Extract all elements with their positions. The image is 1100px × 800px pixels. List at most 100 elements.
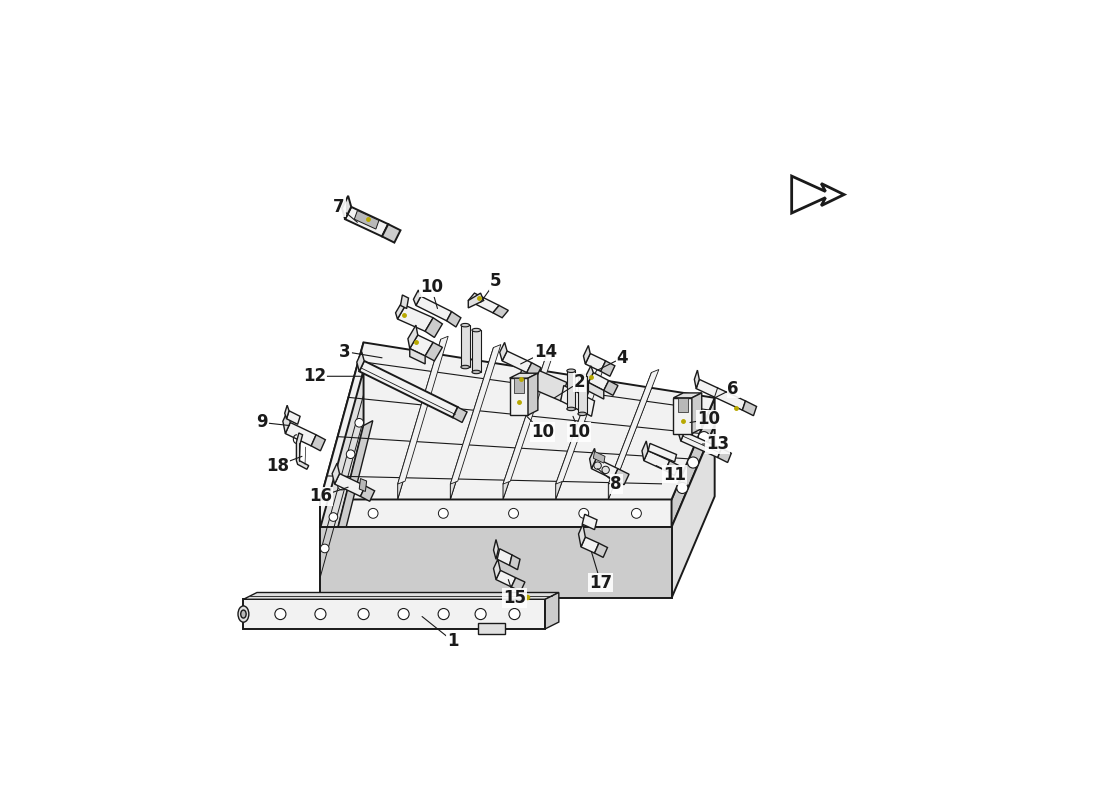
Text: 18: 18 [266,456,301,474]
Polygon shape [561,386,594,416]
Circle shape [475,609,486,619]
Polygon shape [493,306,508,318]
Polygon shape [400,295,408,309]
Polygon shape [416,296,452,321]
Bar [461,325,470,367]
Ellipse shape [578,412,586,415]
Polygon shape [398,336,448,484]
Polygon shape [678,398,688,412]
Text: 8: 8 [597,469,622,493]
Polygon shape [527,362,541,378]
Polygon shape [509,555,520,570]
Ellipse shape [461,323,470,327]
Circle shape [398,609,409,619]
Polygon shape [692,393,702,434]
Polygon shape [512,578,525,591]
Polygon shape [409,335,433,356]
Polygon shape [320,342,363,527]
Polygon shape [320,527,671,598]
Polygon shape [671,426,715,598]
Bar [566,370,575,409]
Polygon shape [342,196,351,219]
Polygon shape [581,537,598,553]
Polygon shape [496,570,516,587]
Polygon shape [425,342,442,361]
Ellipse shape [472,370,481,374]
Circle shape [320,544,329,553]
Polygon shape [514,378,524,393]
Ellipse shape [238,606,249,622]
Polygon shape [503,356,546,499]
Polygon shape [579,524,585,547]
Text: 6: 6 [715,379,739,398]
Text: 9: 9 [256,414,289,431]
Polygon shape [582,514,597,530]
Circle shape [355,418,363,427]
Polygon shape [679,424,684,441]
Polygon shape [546,593,559,629]
Polygon shape [286,410,300,424]
Circle shape [508,509,518,518]
Polygon shape [360,478,366,491]
Polygon shape [673,398,692,434]
Polygon shape [243,593,559,599]
Polygon shape [296,433,309,470]
Polygon shape [450,347,494,499]
Polygon shape [673,393,702,398]
Text: 16: 16 [309,487,348,506]
Text: 3: 3 [339,342,382,361]
Text: 7: 7 [333,198,358,222]
Circle shape [631,509,641,518]
Polygon shape [694,370,700,389]
Polygon shape [447,311,461,327]
Polygon shape [243,599,546,629]
Circle shape [688,457,698,468]
Polygon shape [320,499,671,527]
Polygon shape [666,461,679,475]
Polygon shape [408,325,418,349]
Polygon shape [613,469,629,485]
Polygon shape [585,354,606,371]
Polygon shape [528,373,538,415]
Polygon shape [497,549,512,566]
Polygon shape [320,421,373,598]
Polygon shape [477,622,505,634]
Polygon shape [499,342,507,361]
Polygon shape [450,345,500,484]
Polygon shape [592,458,618,479]
Polygon shape [503,353,553,484]
Circle shape [358,609,370,619]
Polygon shape [696,379,746,410]
Polygon shape [469,293,499,313]
Polygon shape [283,410,290,434]
Polygon shape [414,290,421,306]
Text: 15: 15 [503,579,526,607]
Text: 2: 2 [554,374,585,398]
Polygon shape [453,407,468,422]
Text: 5: 5 [481,272,502,302]
Bar [578,376,586,414]
Polygon shape [608,370,659,484]
Text: 13: 13 [703,435,729,453]
Ellipse shape [241,610,246,618]
Polygon shape [409,349,425,364]
Polygon shape [397,306,433,331]
Polygon shape [671,398,715,527]
Polygon shape [593,451,605,463]
Polygon shape [588,373,608,390]
Polygon shape [556,364,598,499]
Polygon shape [586,366,593,382]
Circle shape [346,450,355,458]
Polygon shape [332,463,340,484]
Polygon shape [494,539,498,559]
Text: 10: 10 [568,416,591,441]
Polygon shape [320,342,715,499]
Polygon shape [469,293,484,308]
Polygon shape [382,224,400,242]
Text: 11: 11 [656,466,686,484]
Polygon shape [494,559,501,579]
Polygon shape [583,346,591,364]
Polygon shape [517,364,566,401]
Polygon shape [644,451,670,470]
Polygon shape [648,443,676,462]
